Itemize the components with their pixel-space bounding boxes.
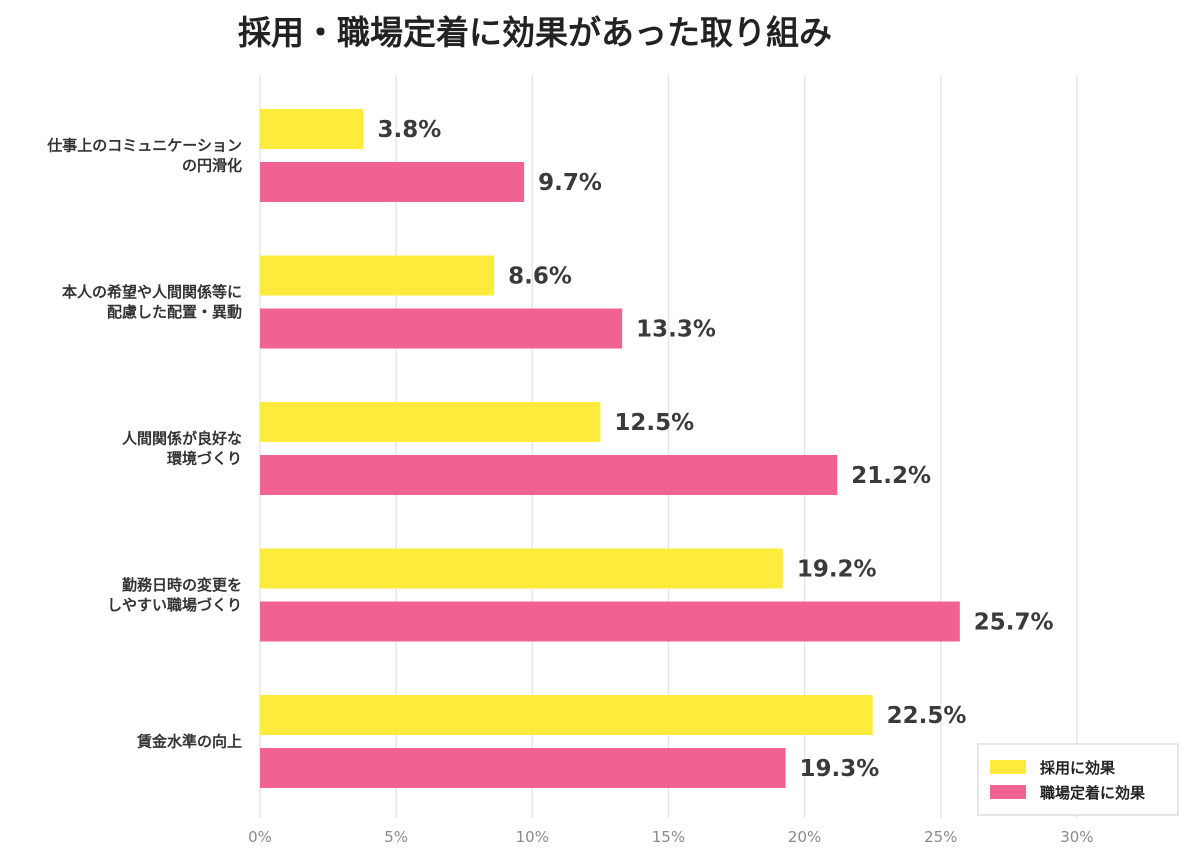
legend-label: 採用に効果 xyxy=(1040,759,1116,777)
bar xyxy=(260,601,960,642)
bar-value-label: 25.7% xyxy=(974,610,1054,636)
category-label: 本人の希望や人間関係等に xyxy=(62,283,242,301)
x-tick-label: 20% xyxy=(788,828,821,846)
bar-value-label: 3.8% xyxy=(377,117,441,143)
category-label: しやすい職場づくり xyxy=(107,596,242,614)
category-label: 仕事上のコミュニケーション xyxy=(46,137,242,155)
bar-value-label: 21.2% xyxy=(851,463,931,489)
chart-title: 採用・職場定着に効果があった取り組み xyxy=(238,13,832,52)
category-label: 勤務日時の変更を xyxy=(122,576,242,594)
bar xyxy=(260,548,783,589)
x-tick-label: 0% xyxy=(248,828,272,846)
bar xyxy=(260,695,873,735)
x-tick-label: 30% xyxy=(1060,828,1093,846)
category-label: 賃金水準の向上 xyxy=(136,733,242,751)
bar-value-label: 13.3% xyxy=(636,317,716,343)
bar-value-label: 9.7% xyxy=(538,170,602,196)
bar-value-label: 22.5% xyxy=(887,703,967,729)
x-tick-label: 10% xyxy=(516,828,549,846)
bar-value-label: 12.5% xyxy=(614,410,694,436)
bar xyxy=(260,255,495,296)
category-label: 環境づくり xyxy=(167,450,242,468)
legend-swatch xyxy=(990,760,1026,774)
bar-value-label: 19.3% xyxy=(800,756,880,782)
category-label: 配慮した配置・異動 xyxy=(107,303,242,321)
legend-swatch xyxy=(990,785,1026,799)
x-tick-label: 25% xyxy=(924,828,957,846)
bar xyxy=(260,109,364,149)
x-tick-label: 15% xyxy=(652,828,685,846)
bar-value-label: 19.2% xyxy=(797,557,877,583)
bar xyxy=(260,748,786,788)
legend-label: 職場定着に効果 xyxy=(1040,784,1146,802)
bar xyxy=(260,455,838,495)
legend-box xyxy=(977,743,1179,816)
x-tick-label: 5% xyxy=(384,828,408,846)
category-label: 人間関係が良好な xyxy=(122,430,242,448)
bar xyxy=(260,402,601,442)
bar xyxy=(260,162,525,202)
bar xyxy=(260,308,623,349)
category-label: の円滑化 xyxy=(182,157,242,175)
bar-value-label: 8.6% xyxy=(508,264,572,290)
